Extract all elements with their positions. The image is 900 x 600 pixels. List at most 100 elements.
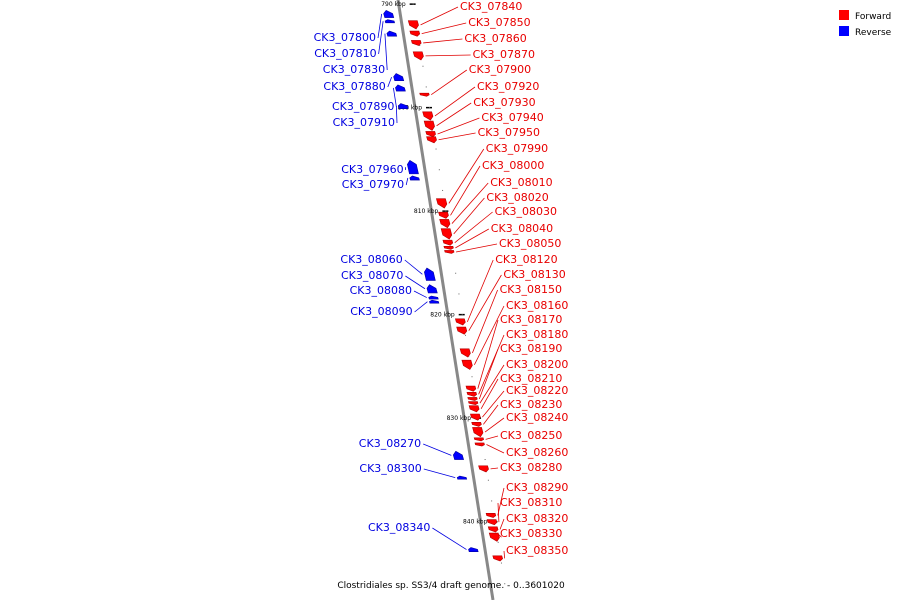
gene-labels: CK3_07840 CK3_07850 CK3_07860 CK3_07870 CK3_… [314, 0, 569, 557]
gene-label-ck3_08250: CK3_08250 [500, 429, 562, 442]
gene-label-ck3_08000: CK3_08000 [482, 159, 544, 172]
leader-ck3_08230 [483, 404, 499, 425]
gene-arrow-ck3_07950 [426, 136, 437, 144]
gene-label-ck3_07990: CK3_07990 [486, 142, 548, 155]
gene-label-ck3_08280: CK3_08280 [500, 461, 562, 474]
gene-label-ck3_08150: CK3_08150 [500, 283, 562, 296]
leader-ck3_07800 [377, 13, 383, 39]
gene-arrow-ck3_08160 [461, 359, 473, 370]
leader-ck3_07830 [384, 33, 388, 71]
leader-ck3_07900 [430, 69, 468, 96]
leader-ck3_08260 [486, 444, 505, 454]
leader-ck3_08160 [474, 305, 505, 366]
leader-ck3_08020 [453, 197, 485, 235]
gene-arrow-ck3_08040 [443, 246, 454, 250]
leader-ck3_08310 [497, 502, 500, 523]
gene-arrow-ck3_08050 [444, 250, 455, 254]
leader-ck3_08250 [485, 435, 499, 440]
leader-ck3_07850 [421, 22, 467, 35]
kbp-tick-label: 800 kbp [398, 105, 423, 112]
gene-label-ck3_07830: CK3_07830 [323, 63, 385, 76]
gene-label-ck3_07910: CK3_07910 [333, 116, 395, 129]
gene-arrow-ck3_07810 [384, 19, 395, 24]
kbp-tick-label: 790 kbp [381, 1, 406, 8]
leader-ck3_08000 [450, 165, 481, 216]
gene-arrow-ck3_08230 [471, 421, 482, 427]
gene-label-ck3_08160: CK3_08160 [506, 299, 568, 312]
gene-label-ck3_08190: CK3_08190 [500, 342, 562, 355]
gene-arrow-ck3_08300 [456, 475, 468, 480]
gene-label-ck3_08070: CK3_08070 [341, 269, 403, 282]
legend: Forward Reverse [839, 10, 892, 38]
gene-label-ck3_08020: CK3_08020 [486, 191, 548, 204]
gene-label-ck3_07840: CK3_07840 [460, 0, 522, 13]
gene-label-ck3_08260: CK3_08260 [506, 446, 568, 459]
leader-ck3_07870 [425, 54, 471, 57]
gene-label-ck3_08170: CK3_08170 [500, 313, 562, 326]
gene-arrow-ck3_07830 [386, 30, 398, 37]
gene-arrow-ck3_08260 [474, 442, 485, 447]
gene-arrow-ck3_08250 [473, 437, 485, 442]
gene-label-ck3_08240: CK3_08240 [506, 411, 568, 424]
leader-ck3_08290 [497, 487, 505, 516]
gene-arrow-ck3_07870 [412, 51, 424, 61]
leader-ck3_08070 [405, 275, 426, 290]
gene-label-ck3_07960: CK3_07960 [341, 163, 403, 176]
leader-ck3_08080 [413, 290, 427, 298]
gene-label-ck3_07800: CK3_07800 [314, 31, 376, 44]
kbp-tick-label: 830 kbp [447, 415, 472, 422]
gene-label-ck3_08080: CK3_08080 [350, 284, 412, 297]
gene-label-ck3_08270: CK3_08270 [359, 437, 421, 450]
legend-forward-label: Forward [855, 12, 891, 22]
leader-ck3_07990 [448, 148, 485, 204]
gene-arrow-ck3_08200 [468, 401, 479, 406]
gene-label-ck3_07950: CK3_07950 [478, 126, 540, 139]
gene-label-ck3_08060: CK3_08060 [340, 253, 402, 266]
gene-label-ck3_08200: CK3_08200 [506, 358, 568, 371]
gene-arrow-ck3_08150 [459, 348, 471, 358]
leader-ck3_08150 [472, 289, 498, 354]
leader-ck3_08040 [455, 228, 489, 249]
gene-arrow-ck3_08280 [478, 465, 489, 473]
gene-arrow-ck3_08290 [485, 513, 497, 518]
gene-label-ck3_08220: CK3_08220 [506, 384, 568, 397]
leader-ck3_08300 [423, 468, 456, 479]
gene-label-ck3_08210: CK3_08210 [500, 372, 562, 385]
gene-arrow-ck3_08090 [429, 299, 440, 304]
gene-arrow-ck3_08340 [468, 547, 479, 552]
gene-arrow-ck3_08020 [440, 228, 453, 240]
gene-arrow-ck3_07850 [409, 30, 421, 37]
gene-arrow-ck3_08080 [428, 295, 439, 300]
gene-label-ck3_07970: CK3_07970 [342, 178, 404, 191]
gene-arrow-ck3_08320 [487, 526, 499, 533]
leader-ck3_08180 [478, 334, 505, 395]
gene-arrow-ck3_08350 [492, 555, 503, 562]
leader-ck3_08050 [455, 243, 498, 253]
gene-arrow-ck3_08220 [470, 413, 481, 421]
legend-reverse-label: Reverse [855, 28, 892, 38]
gene-label-ck3_07930: CK3_07930 [473, 96, 535, 109]
kbp-tick-label: 820 kbp [430, 312, 455, 319]
leader-ck3_08120 [466, 259, 494, 323]
gene-label-ck3_08030: CK3_08030 [495, 205, 557, 218]
gene-arrow-ck3_08190 [467, 397, 478, 401]
gene-arrow-ck3_08240 [472, 427, 484, 438]
leader-ck3_07930 [436, 102, 472, 127]
gene-label-ck3_08230: CK3_08230 [500, 398, 562, 411]
leader-ck3_07890 [393, 87, 397, 108]
label-leader-lines [377, 6, 506, 559]
leader-ck3_08060 [404, 259, 423, 275]
gene-arrow-ck3_07840 [407, 20, 419, 30]
gene-arrow-ck3_07860 [410, 40, 422, 46]
gene-label-ck3_08130: CK3_08130 [503, 268, 565, 281]
gene-label-ck3_08340: CK3_08340 [368, 521, 430, 534]
leader-ck3_07840 [420, 6, 459, 26]
gene-arrow-ck3_07800 [383, 9, 395, 18]
leader-ck3_08270 [423, 443, 452, 456]
gene-label-ck3_07850: CK3_07850 [468, 16, 530, 29]
gene-arrow-ck3_07910 [398, 103, 409, 109]
leader-ck3_07970 [405, 177, 409, 186]
gene-label-ck3_08040: CK3_08040 [491, 222, 553, 235]
gene-label-ck3_07940: CK3_07940 [481, 111, 543, 124]
